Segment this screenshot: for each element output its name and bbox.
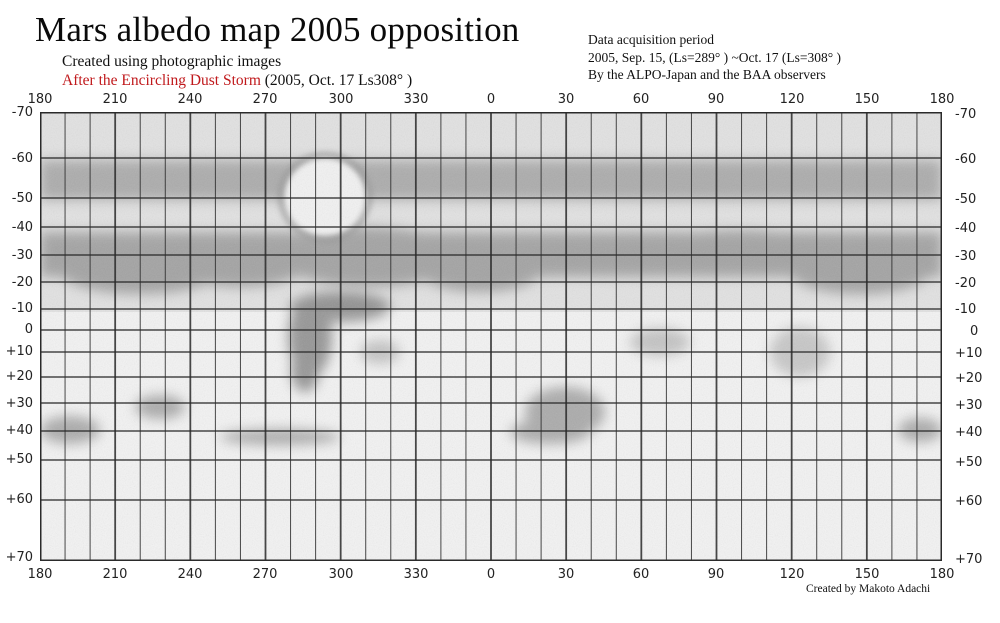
lat-label: +30 bbox=[955, 398, 983, 413]
info-observers: By the ALPO-Japan and the BAA observers bbox=[588, 67, 826, 82]
lat-label: -60 bbox=[11, 151, 33, 166]
lon-label: 270 bbox=[252, 567, 278, 582]
lon-label: 60 bbox=[632, 92, 650, 107]
subtitle-method: Created using photographic images bbox=[62, 53, 282, 70]
lon-label: 180 bbox=[929, 92, 955, 107]
lat-label: +20 bbox=[5, 369, 33, 384]
lon-label: 150 bbox=[854, 92, 880, 107]
lat-label: +40 bbox=[5, 423, 33, 438]
lon-label: 240 bbox=[177, 567, 203, 582]
lon-label: 150 bbox=[854, 567, 880, 582]
lat-label: -70 bbox=[955, 107, 977, 122]
lat-label: -30 bbox=[955, 249, 977, 264]
lon-label: 90 bbox=[707, 567, 725, 582]
lat-label: +30 bbox=[5, 396, 33, 411]
lat-label: +60 bbox=[5, 492, 33, 507]
lon-label: 210 bbox=[102, 92, 128, 107]
lat-label: -70 bbox=[11, 105, 33, 120]
author-credit: Created by Makoto Adachi bbox=[806, 583, 931, 595]
lon-label: 300 bbox=[328, 567, 354, 582]
latitude-gridlines bbox=[40, 157, 942, 501]
subtitle-condition: After the Encircling Dust Storm (2005, O… bbox=[62, 72, 412, 90]
date-ls-label: (2005, Oct. 17 Ls308° ) bbox=[264, 72, 413, 89]
lat-label: +10 bbox=[955, 346, 983, 361]
lon-label: 300 bbox=[328, 92, 354, 107]
dust-storm-label: After the Encircling Dust Storm bbox=[62, 72, 261, 89]
lon-label: 90 bbox=[707, 92, 725, 107]
lat-label: -10 bbox=[11, 301, 33, 316]
lat-label: +40 bbox=[955, 425, 983, 440]
lon-label: 0 bbox=[486, 92, 496, 107]
lon-label: 0 bbox=[486, 567, 496, 582]
lat-label: +10 bbox=[5, 344, 33, 359]
lat-label: -50 bbox=[11, 191, 33, 206]
lon-label: 270 bbox=[252, 92, 278, 107]
albedo-map-graphic bbox=[40, 112, 942, 561]
lat-label: -20 bbox=[955, 276, 977, 291]
lon-label: 240 bbox=[177, 92, 203, 107]
info-period: 2005, Sep. 15, (Ls=289° ) ~Oct. 17 (Ls=3… bbox=[588, 49, 842, 65]
lon-label: 30 bbox=[557, 92, 575, 107]
lon-label: 30 bbox=[557, 567, 575, 582]
lon-label: 120 bbox=[779, 92, 805, 107]
lon-label: 330 bbox=[403, 92, 429, 107]
lat-label: -10 bbox=[955, 302, 977, 317]
lon-label: 120 bbox=[779, 567, 805, 582]
lon-label: 180 bbox=[27, 92, 53, 107]
lon-label: 180 bbox=[929, 567, 955, 582]
lat-label: +20 bbox=[955, 371, 983, 386]
lon-label: 180 bbox=[27, 567, 53, 582]
lat-label: -40 bbox=[955, 221, 977, 236]
lat-label: -50 bbox=[955, 192, 977, 207]
acquisition-info: Data acquisition period 2005, Sep. 15, (… bbox=[588, 31, 841, 84]
lat-label: -20 bbox=[11, 275, 33, 290]
lat-label: +70 bbox=[955, 552, 983, 567]
lon-label: 210 bbox=[102, 567, 128, 582]
map-title: Mars albedo map 2005 opposition bbox=[35, 10, 520, 49]
lat-label: 0 bbox=[24, 322, 33, 337]
lat-label: +50 bbox=[5, 452, 33, 467]
longitude-gridlines bbox=[64, 112, 918, 561]
lat-label: -40 bbox=[11, 220, 33, 235]
lat-label: +50 bbox=[955, 455, 983, 470]
lon-label: 60 bbox=[632, 567, 650, 582]
lat-label: 0 bbox=[970, 324, 979, 339]
lat-label: +60 bbox=[955, 494, 983, 509]
lon-label: 330 bbox=[403, 567, 429, 582]
albedo-map bbox=[40, 112, 942, 561]
lat-label: -30 bbox=[11, 248, 33, 263]
lat-label: -60 bbox=[955, 152, 977, 167]
info-heading: Data acquisition period bbox=[588, 32, 714, 47]
lat-label: +70 bbox=[5, 550, 33, 565]
